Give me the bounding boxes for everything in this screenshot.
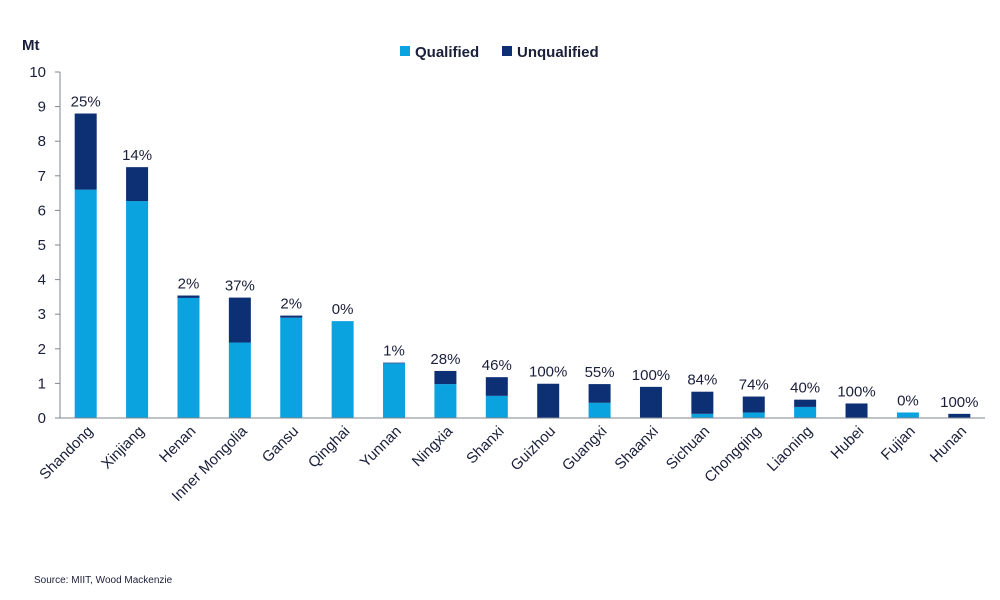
x-tick-label: Gansu <box>259 423 302 466</box>
data-label: 46% <box>482 357 512 374</box>
bar-unqualified <box>845 403 868 418</box>
bar-unqualified <box>794 399 817 407</box>
x-tick-label: Sichuan <box>663 423 713 473</box>
bar-qualified <box>896 412 919 418</box>
y-tick-label: 2 <box>38 341 46 358</box>
bar-unqualified <box>948 413 971 418</box>
bar-qualified <box>280 317 303 418</box>
y-tick-label: 10 <box>29 64 46 81</box>
bar-qualified <box>228 342 251 418</box>
x-tick-label: Xinjiang <box>98 423 148 473</box>
legend-label: Qualified <box>415 44 479 61</box>
y-tick-label: 5 <box>38 237 46 254</box>
source-note: Source: MIIT, Wood Mackenzie <box>34 575 173 586</box>
data-label: 100% <box>940 394 978 411</box>
y-tick-label: 9 <box>38 99 46 116</box>
x-tick-label: Guizhou <box>507 423 559 475</box>
data-label: 37% <box>225 278 255 295</box>
data-label: 14% <box>122 147 152 164</box>
y-tick-label: 7 <box>38 168 46 185</box>
data-label: 25% <box>71 94 101 111</box>
data-label: 0% <box>897 392 919 409</box>
x-tick-label: Shaanxi <box>611 423 661 473</box>
x-tick-label: Hubei <box>828 423 868 463</box>
bar-qualified <box>691 413 714 418</box>
data-label: 1% <box>383 343 405 360</box>
y-tick-label: 4 <box>38 272 46 289</box>
x-tick-label: Chongqing <box>701 423 764 486</box>
bar-qualified <box>434 384 457 418</box>
data-label: 84% <box>687 372 717 389</box>
bar-unqualified <box>434 370 457 385</box>
y-tick-label: 0 <box>38 410 46 427</box>
data-label: 100% <box>837 383 875 400</box>
bar-qualified <box>794 406 817 418</box>
bar-unqualified <box>177 295 200 298</box>
bar-qualified <box>126 201 149 418</box>
y-tick-label: 6 <box>38 202 46 219</box>
bar-qualified <box>485 395 508 418</box>
bar-qualified <box>588 402 611 418</box>
bar-unqualified <box>588 384 611 403</box>
data-label: 55% <box>585 364 615 381</box>
bar-unqualified <box>228 297 251 343</box>
bar-qualified <box>74 189 97 418</box>
x-tick-label: Henan <box>156 423 199 466</box>
legend: Qualified Unqualified <box>400 44 599 61</box>
bar-unqualified <box>742 396 765 413</box>
bar-qualified <box>742 412 765 418</box>
y-tick-label: 3 <box>38 306 46 323</box>
y-tick-label: 8 <box>38 133 46 150</box>
bars <box>74 113 971 418</box>
x-tick-label: Guangxi <box>559 423 611 475</box>
data-label: 0% <box>332 301 354 318</box>
data-label: 2% <box>280 296 302 313</box>
legend-swatch <box>502 46 512 56</box>
x-tick-label: Ningxia <box>409 422 457 470</box>
data-label: 2% <box>178 276 200 293</box>
x-tick-label: Liaoning <box>764 423 816 475</box>
bar-qualified <box>383 363 406 418</box>
x-tick-label: Qinghai <box>305 423 354 472</box>
data-label: 40% <box>790 380 820 397</box>
bar-unqualified <box>537 383 560 418</box>
data-label: 100% <box>632 367 670 384</box>
x-tick-label: Hunan <box>927 423 970 466</box>
bar-qualified <box>177 297 200 418</box>
bar-unqualified <box>74 113 97 190</box>
y-tick-label: 1 <box>38 375 46 392</box>
data-label: 74% <box>739 377 769 394</box>
bar-unqualified <box>485 377 508 396</box>
x-tick-label: Shandong <box>36 423 96 483</box>
bar-unqualified <box>383 362 406 364</box>
y-unit-label: Mt <box>22 37 40 54</box>
data-label: 28% <box>430 351 460 368</box>
bar-qualified <box>331 321 354 418</box>
y-axis: 0 1 2 3 4 5 6 7 8 9 10 <box>29 64 61 427</box>
legend-label: Unqualified <box>517 44 599 61</box>
bar-unqualified <box>639 386 662 418</box>
data-labels: 25% 14% 2% 37% 2% 0% 1% 28% 46% 100% 55% 100% 84% 74%… <box>71 94 979 411</box>
bar-unqualified <box>280 315 303 318</box>
bar-unqualified <box>691 391 714 414</box>
legend-swatch <box>400 46 410 56</box>
x-tick-label: Yunnan <box>357 423 405 471</box>
x-tick-label: Fujian <box>878 423 919 464</box>
bar-unqualified <box>126 167 149 202</box>
x-tick-label: Shanxi <box>463 423 507 467</box>
data-label: 100% <box>529 364 567 381</box>
